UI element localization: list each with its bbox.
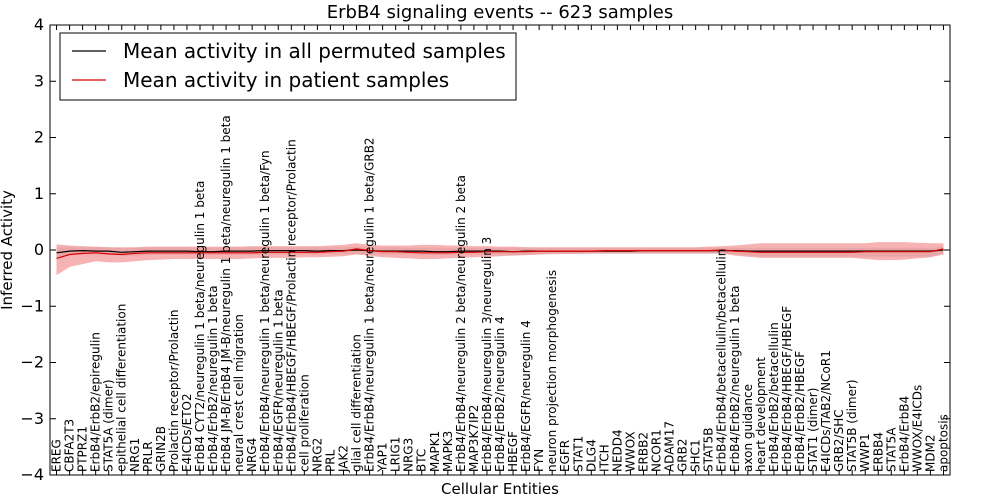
x-axis-ticks: [56, 25, 944, 475]
category-label: ErbB4/ErbB2/neuregulin 1 beta: [728, 285, 742, 472]
category-label: NRG2: [310, 438, 324, 472]
y-tick-label: 0: [34, 240, 44, 259]
category-label: EREG: [50, 439, 64, 472]
category-label: epithelial cell differentiation: [115, 304, 129, 472]
legend-entry-patient: Mean activity in patient samples: [123, 68, 449, 92]
y-tick-label: 2: [34, 128, 44, 147]
category-label: E4ICDs/TAB2/NCoR1: [819, 350, 833, 472]
category-label: JAK2: [337, 445, 351, 473]
category-label: heart development: [754, 357, 768, 472]
category-label: WWOX: [623, 431, 637, 472]
category-label: ErbB4/ErbB4/neuregulin 1 beta/neuregulin…: [363, 137, 377, 472]
category-label: Prolactin receptor/Prolactin: [167, 310, 181, 472]
category-label: EGFR: [558, 440, 572, 472]
category-label: ErbB4/ErbB2/neuregulin 1 beta: [206, 285, 220, 472]
category-label: DLG4: [584, 439, 598, 472]
category-label: MAPK1: [428, 431, 442, 472]
y-tick-label: −4: [20, 465, 44, 484]
plot-frame: [49, 24, 951, 476]
category-label: GRIN2B: [154, 426, 168, 472]
category-label: STAT5B: [702, 428, 716, 473]
category-label: YAP1: [376, 443, 390, 473]
category-label: ErbB4/ErbB4: [897, 396, 911, 472]
category-label: ErbB4/ErbB2/HBEGF: [793, 351, 807, 472]
category-label: SHC1: [689, 439, 703, 472]
category-label: axon guidance: [741, 384, 755, 472]
category-label: ErbB4/ErbB4/betacellulin/betacellulin: [715, 249, 729, 472]
category-label: E4ICDs/ETO2: [180, 393, 194, 472]
series-lines: [56, 248, 944, 259]
category-label: FYN: [532, 449, 546, 472]
category-label: ErbB4/ErbB2/betacellulin: [767, 322, 781, 472]
category-labels: EREG CBFA2T3 PTPRZ1 ErbB4/ErbB2/epiregulin S…: [50, 115, 951, 473]
category-label: ErbB4/ErbB2/epiregulin: [89, 332, 103, 472]
category-label: ErbB4/ErbB4/HBEGF/HBEGF/Prolactin recept…: [284, 139, 298, 472]
y-tick-label: 3: [34, 71, 44, 90]
category-label: WWOX/E4ICDs: [910, 385, 924, 472]
category-label: CBFA2T3: [63, 419, 77, 472]
y-axis-ticks: 4 3 2 1 0 −1 −2 −3 −4: [20, 15, 950, 484]
category-label: PRLR: [141, 441, 155, 472]
category-label: ERBB4: [871, 432, 885, 472]
category-label: ErbB4/EGFR/neuregulin 4: [519, 320, 533, 472]
category-label: ADAM17: [663, 421, 677, 472]
category-label: STAT1 (dimer): [806, 388, 820, 472]
category-label: neural crest cell migration: [232, 314, 246, 472]
category-label: neuron projection morphogenesis: [545, 270, 559, 472]
category-label: glial cell differentiation: [350, 334, 364, 472]
category-label: PTPRZ1: [76, 426, 90, 472]
category-label: NCOR1: [650, 429, 664, 472]
line-patient: [56, 248, 944, 259]
category-label: ErbB4 CYT2/neuregulin 1 beta/neuregulin …: [193, 181, 207, 472]
category-label: WWP1: [858, 433, 872, 472]
category-label: LRIG1: [389, 437, 403, 473]
category-label: STAT5A: [884, 427, 898, 472]
y-tick-label: 1: [34, 184, 44, 203]
chart-title: ErbB4 signaling events -- 623 samples: [327, 2, 674, 23]
x-axis-title: Cellular Entities: [441, 480, 559, 498]
category-label: BTC: [415, 449, 429, 472]
category-label: PRL: [323, 449, 337, 472]
category-label: STAT1: [571, 436, 585, 472]
category-label: HBEGF: [506, 431, 520, 472]
category-label: STAT5B (dimer): [845, 379, 859, 472]
category-label: ErbB4/ErbB4/neuregulin 2 beta/neuregulin…: [454, 175, 468, 472]
y-tick-label: −3: [20, 409, 44, 428]
category-label: apoptosis: [937, 414, 951, 472]
category-label: GRB2/SHC: [832, 409, 846, 472]
category-label: ERBB2: [637, 432, 651, 472]
y-tick-label: −2: [20, 353, 44, 372]
category-label: NEDD4: [610, 429, 624, 472]
category-label: ErbB4/ErbB2/neuregulin 4: [493, 316, 507, 472]
category-label: ErbB4 JM-B/ErbB4 JM-B/neuregulin 1 beta/…: [219, 115, 233, 472]
category-label: NRG1: [128, 438, 142, 472]
category-label: MAP3K7IP2: [467, 405, 481, 472]
legend-box: [59, 32, 517, 101]
y-tick-label: −1: [20, 296, 44, 315]
legend: Mean activity in all permuted samples Me…: [59, 32, 517, 101]
category-label: ITCH: [597, 444, 611, 472]
category-label: cell proliferation: [297, 374, 311, 472]
category-label: MAPK3: [441, 431, 455, 472]
category-label: NRG4: [245, 438, 259, 472]
category-label: NRG3: [402, 438, 416, 472]
legend-entry-permuted: Mean activity in all permuted samples: [123, 39, 506, 63]
y-tick-label: 4: [34, 15, 44, 34]
category-label: ErbB4/ErbB4/neuregulin 3/neuregulin 3: [480, 237, 494, 472]
category-label: ErbB4/ErbB4/neuregulin 1 beta/neuregulin…: [258, 150, 272, 472]
category-label: MDM2: [923, 434, 937, 472]
category-label: ErbB4/ErbB4/HBEGF/HBEGF: [780, 306, 794, 472]
category-label: STAT5A (dimer): [102, 379, 116, 472]
category-label: GRB2: [676, 438, 690, 472]
category-label: ErbB4/EGFR/neuregulin 1 beta: [271, 289, 285, 472]
y-axis-title: Inferred Activity: [0, 190, 16, 310]
